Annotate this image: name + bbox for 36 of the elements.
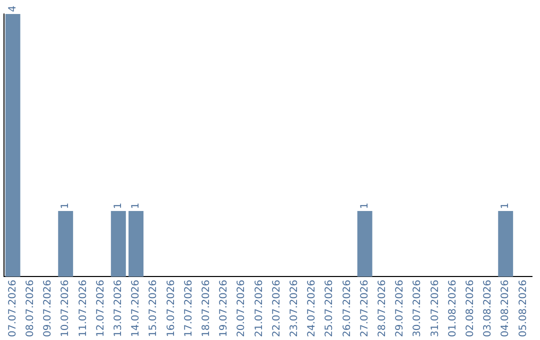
data-label: 1 xyxy=(112,202,124,210)
x-tick-label: 28.07.2026 xyxy=(376,280,388,338)
x-tick-label: 18.07.2026 xyxy=(200,280,212,338)
x-tick-label: 14.07.2026 xyxy=(130,280,142,338)
x-tick-label: 07.07.2026 xyxy=(7,280,18,338)
x-tick-label: 05.08.2026 xyxy=(518,280,529,338)
x-tick-label: 27.07.2026 xyxy=(359,280,370,338)
x-tick-label: 30.07.2026 xyxy=(412,280,424,338)
x-tick-label: 21.07.2026 xyxy=(254,280,265,338)
x-tick-label: 09.07.2026 xyxy=(42,280,54,338)
x-tick-label: 03.08.2026 xyxy=(482,280,494,338)
x-tick-label: 25.07.2026 xyxy=(324,280,336,338)
data-label: 1 xyxy=(500,202,512,210)
x-tick-label: 02.08.2026 xyxy=(464,280,476,338)
x-tick-label: 15.07.2026 xyxy=(148,280,160,338)
data-label: 1 xyxy=(60,202,72,210)
x-tick-label: 13.07.2026 xyxy=(112,280,124,338)
x-tick-label: 26.07.2026 xyxy=(342,280,353,338)
x-tick-label: 11.07.2026 xyxy=(78,280,89,338)
x-tick-label: 31.07.2026 xyxy=(430,280,441,338)
data-label: 1 xyxy=(359,202,370,210)
x-tick-label: 19.07.2026 xyxy=(218,280,230,338)
x-tick-label: 23.07.2026 xyxy=(288,280,300,338)
x-tick-label: 12.07.2026 xyxy=(95,280,106,338)
data-label: 1 xyxy=(130,202,142,210)
x-tick-label: 10.07.2026 xyxy=(60,280,72,338)
x-tick-label: 04.08.2026 xyxy=(500,280,512,338)
x-tick-label: 20.07.2026 xyxy=(236,280,248,338)
x-tick-label: 01.08.2026 xyxy=(447,280,458,338)
x-tick-label: 24.07.2026 xyxy=(306,280,318,338)
x-tick-label: 29.07.2026 xyxy=(394,280,406,338)
data-label: 4 xyxy=(7,6,18,12)
x-tick-label: 08.07.2026 xyxy=(24,280,36,338)
x-tick-label: 16.07.2026 xyxy=(166,280,177,338)
x-tick-label: 22.07.2026 xyxy=(271,280,282,338)
x-tick-label: 17.07.2026 xyxy=(183,280,194,338)
